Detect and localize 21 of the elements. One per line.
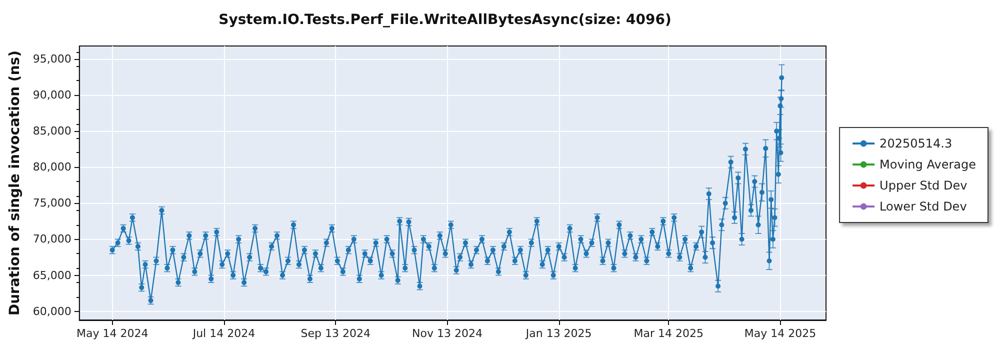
x-tick-label: May 14 2024	[76, 327, 148, 340]
x-tick-label: Jan 13 2025	[524, 327, 592, 340]
x-tick-label: Nov 13 2024	[412, 327, 482, 340]
y-tick-label: 80,000	[32, 160, 72, 174]
y-axis-title: Duration of single invocation (ns)	[7, 50, 23, 316]
legend-label: Upper Std Dev	[880, 178, 968, 192]
y-tick-label: 70,000	[32, 232, 72, 246]
y-tick-label: 75,000	[32, 196, 72, 210]
y-tick-label: 65,000	[32, 268, 72, 282]
legend-label: Moving Average	[880, 158, 976, 172]
legend-label: Lower Std Dev	[880, 200, 967, 214]
y-tick-label: 90,000	[32, 88, 72, 102]
y-tick-label: 60,000	[32, 304, 72, 318]
x-tick-label: Mar 14 2025	[634, 327, 704, 340]
y-tick-label: 95,000	[32, 52, 72, 66]
x-tick-label: Sep 13 2024	[300, 327, 370, 340]
x-tick-label: Jul 14 2024	[192, 327, 256, 340]
y-tick-label: 85,000	[32, 124, 72, 138]
legend-label: 20250514.3	[880, 136, 952, 150]
chart-title: System.IO.Tests.Perf_File.WriteAllBytesAsync(size: 4096)	[218, 12, 672, 28]
x-tick-label: May 14 2025	[744, 327, 816, 340]
